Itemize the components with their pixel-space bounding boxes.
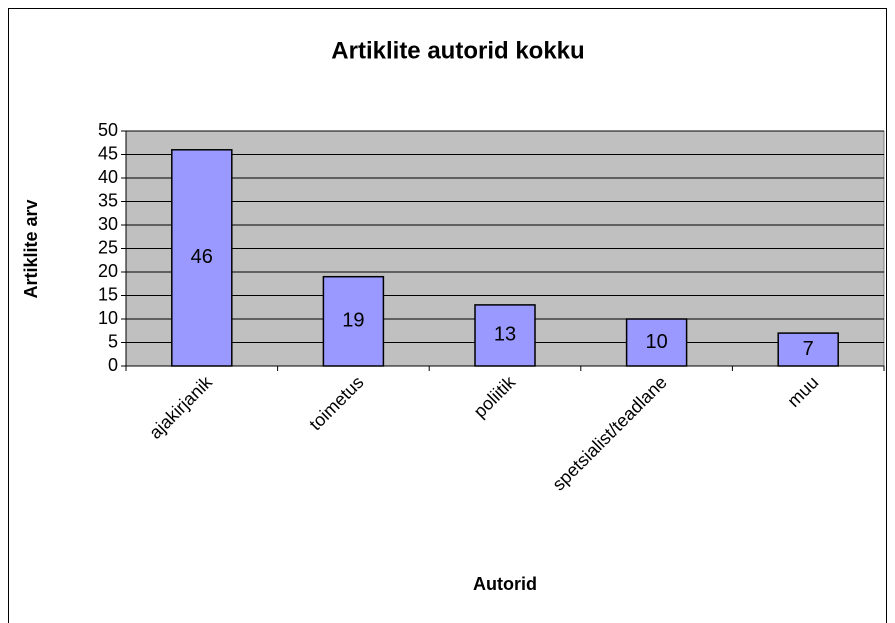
y-tick-label: 0 bbox=[108, 355, 118, 375]
y-tick-label: 50 bbox=[98, 120, 118, 140]
data-label: 10 bbox=[645, 331, 667, 353]
data-label: 46 bbox=[191, 246, 213, 268]
y-tick-label: 15 bbox=[98, 284, 118, 304]
bar bbox=[171, 149, 233, 367]
y-tick-label: 30 bbox=[98, 214, 118, 234]
bar bbox=[322, 275, 385, 367]
bar bbox=[474, 304, 536, 367]
y-tick-label: 35 bbox=[98, 190, 118, 210]
y-tick-label: 25 bbox=[98, 237, 118, 257]
y-axis-label: Artiklite arv bbox=[21, 199, 41, 298]
chart-title: Artiklite autorid kokku bbox=[331, 37, 584, 64]
data-label: 13 bbox=[494, 324, 516, 346]
y-tick-label: 45 bbox=[98, 143, 118, 163]
y-tick-label: 5 bbox=[108, 331, 118, 351]
y-tick-label: 20 bbox=[98, 261, 118, 281]
data-label: 19 bbox=[342, 310, 364, 332]
bar bbox=[625, 318, 688, 367]
y-tick-label: 40 bbox=[98, 167, 118, 187]
x-axis-label: Autorid bbox=[473, 574, 537, 594]
data-label: 7 bbox=[803, 338, 814, 360]
y-tick-label: 10 bbox=[98, 308, 118, 328]
bar bbox=[777, 332, 839, 367]
